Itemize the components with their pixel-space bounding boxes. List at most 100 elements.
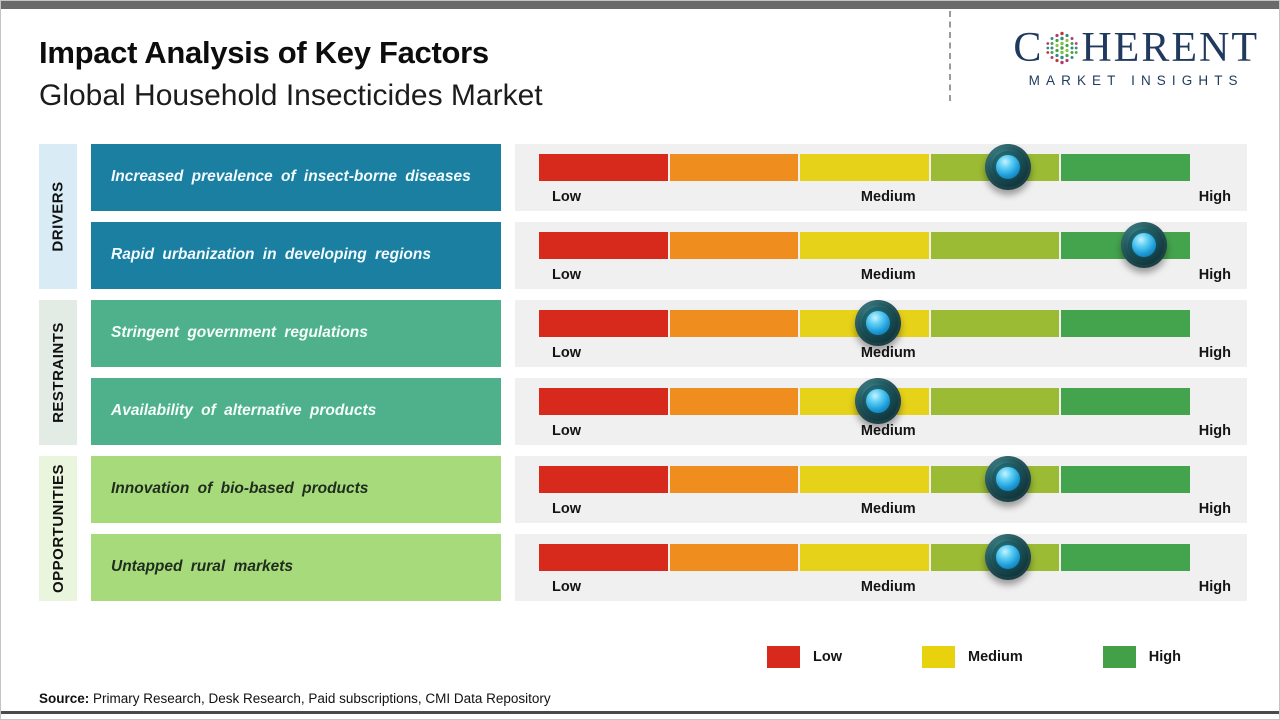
impact-scale: Low Medium High — [515, 144, 1247, 211]
scale-label-low: Low — [552, 189, 581, 205]
factor-label: Rapid urbanization in developing regions — [111, 246, 431, 264]
bar-segment-1 — [539, 544, 668, 571]
brand-wordmark: C — [1013, 27, 1259, 69]
bar-segment-5 — [1061, 544, 1190, 571]
factor-box: Untapped rural markets — [91, 534, 501, 601]
impact-marker — [1121, 222, 1168, 268]
factor-box: Increased prevalence of insect-borne dis… — [91, 144, 501, 211]
bar-segment-5 — [1061, 466, 1190, 493]
scale-label-high: High — [1198, 345, 1231, 361]
legend-label-high: High — [1148, 649, 1181, 665]
brand-logo: C — [1013, 27, 1259, 88]
impact-scale: Low Medium High — [515, 534, 1247, 601]
source-text: Primary Research, Desk Research, Paid su… — [89, 691, 551, 706]
category-label: RESTRAINTS — [49, 322, 67, 423]
factor-label: Availability of alternative products — [111, 402, 377, 420]
impact-scale: Low Medium High — [515, 222, 1247, 289]
scale-label-high: High — [1198, 423, 1231, 439]
legend-swatch-low — [767, 646, 800, 668]
source-line: Source: Primary Research, Desk Research,… — [39, 691, 551, 706]
bar-segment-5 — [1061, 154, 1190, 181]
brand-tagline: MARKET INSIGHTS — [1028, 73, 1244, 88]
bar-segment-1 — [539, 388, 668, 415]
factor-box: Rapid urbanization in developing regions — [91, 222, 501, 289]
bottom-rule — [1, 711, 1279, 714]
header-divider — [949, 11, 951, 101]
factor-box: Stringent government regulations — [91, 300, 501, 367]
impact-marker — [854, 300, 901, 346]
bar-segment-1 — [539, 232, 668, 259]
scale-label-low: Low — [552, 501, 581, 517]
factor-box: Innovation of bio-based products — [91, 456, 501, 523]
scale-label-high: High — [1198, 579, 1231, 595]
bar-segment-2 — [669, 466, 799, 493]
scale-label-medium: Medium — [860, 423, 916, 439]
scale-label-medium: Medium — [860, 189, 916, 205]
impact-bar — [539, 144, 1190, 190]
impact-bar — [539, 378, 1190, 424]
scale-label-medium: Medium — [860, 267, 916, 283]
legend-item-low: Low — [767, 646, 842, 668]
category-drivers: DRIVERS — [39, 144, 77, 289]
impact-bar — [539, 456, 1190, 502]
legend-swatch-high — [1102, 646, 1136, 668]
bar-segment-1 — [539, 154, 668, 181]
legend-item-medium: Medium — [922, 646, 1023, 668]
bar-segment-1 — [539, 466, 668, 493]
legend-swatch-medium — [922, 646, 955, 668]
legend: Low Medium High — [767, 646, 1181, 668]
impact-marker — [854, 378, 901, 424]
legend-label-medium: Medium — [968, 649, 1023, 665]
top-bar — [1, 1, 1279, 9]
impact-scale: Low Medium High — [515, 300, 1247, 367]
bar-segment-3 — [800, 154, 929, 181]
bar-segment-1 — [539, 310, 668, 337]
scale-label-medium: Medium — [860, 345, 916, 361]
factor-label: Increased prevalence of insect-borne dis… — [111, 168, 471, 186]
bar-segment-3 — [800, 466, 929, 493]
legend-label-low: Low — [813, 649, 842, 665]
scale-label-low: Low — [552, 423, 581, 439]
impact-marker — [984, 534, 1031, 580]
page-title: Impact Analysis of Key Factors — [39, 35, 489, 70]
impact-bar — [539, 534, 1190, 580]
bar-segment-3 — [800, 232, 929, 259]
source-prefix: Source: — [39, 691, 90, 706]
factor-label: Stringent government regulations — [111, 324, 368, 342]
category-restraints: RESTRAINTS — [39, 300, 77, 445]
bar-segment-3 — [800, 544, 929, 571]
bar-segment-5 — [1061, 310, 1190, 337]
scale-label-low: Low — [552, 345, 581, 361]
scale-label-low: Low — [552, 267, 581, 283]
scale-label-high: High — [1198, 267, 1231, 283]
impact-bar — [539, 222, 1190, 268]
category-label: OPPORTUNITIES — [49, 463, 67, 594]
bar-segment-2 — [669, 544, 799, 571]
bar-segment-2 — [669, 154, 799, 181]
page-subtitle: Global Household Insecticides Market — [39, 79, 543, 112]
factor-label: Untapped rural markets — [111, 558, 293, 576]
scale-label-high: High — [1198, 189, 1231, 205]
scale-label-low: Low — [552, 579, 581, 595]
bar-segment-2 — [669, 388, 799, 415]
factor-box: Availability of alternative products — [91, 378, 501, 445]
bar-segment-2 — [669, 310, 799, 337]
category-label: DRIVERS — [49, 181, 67, 252]
globe-icon — [1046, 31, 1078, 65]
brand-letters-rest: HERENT — [1081, 25, 1259, 71]
bar-segment-2 — [669, 232, 799, 259]
impact-marker — [984, 144, 1031, 190]
scale-label-high: High — [1198, 501, 1231, 517]
bar-segment-4 — [930, 232, 1060, 259]
impact-scale: Low Medium High — [515, 378, 1247, 445]
factor-label: Innovation of bio-based products — [111, 480, 369, 498]
bar-segment-4 — [930, 310, 1060, 337]
header: Impact Analysis of Key Factors Global Ho… — [39, 35, 543, 113]
impact-bar — [539, 300, 1190, 346]
brand-letter-c: C — [1013, 25, 1044, 71]
impact-matrix: DRIVERS RESTRAINTS OPPORTUNITIES Increas… — [39, 144, 1247, 601]
scale-label-medium: Medium — [860, 579, 916, 595]
impact-marker — [984, 456, 1031, 502]
impact-scale: Low Medium High — [515, 456, 1247, 523]
